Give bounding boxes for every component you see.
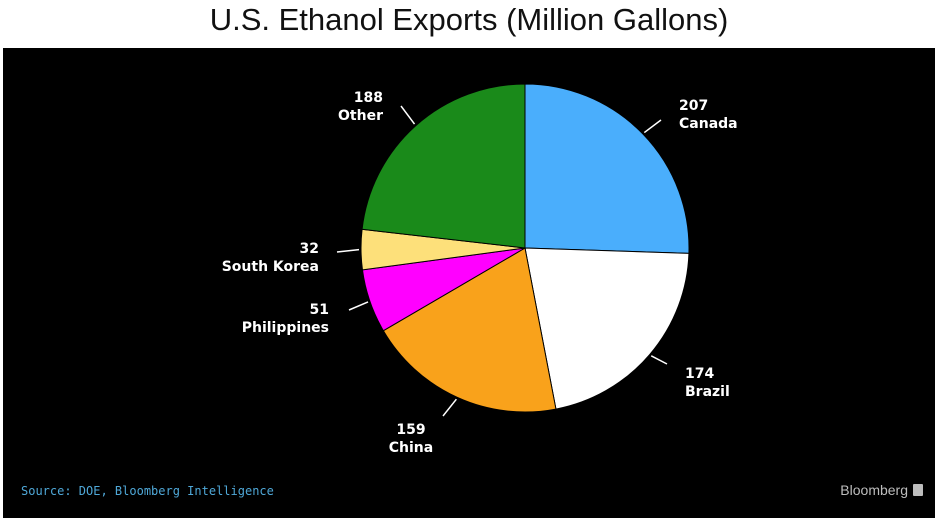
brand-logo: Bloomberg xyxy=(840,482,923,498)
data-label-name-philippines: Philippines xyxy=(242,320,329,336)
pie-chart: 207 Canada 174 Brazil 159 China 51 Philippines 3… xyxy=(222,83,738,456)
pie-slice-china xyxy=(382,247,557,413)
data-label-value-china: 159 xyxy=(396,422,425,438)
data-label-name-canada: Canada xyxy=(679,116,738,132)
data-label-value-south-korea: 32 xyxy=(300,241,319,257)
chart-title: U.S. Ethanol Exports (Million Gallons) xyxy=(209,2,729,37)
source-note: Source: DOE, Bloomberg Intelligence xyxy=(21,484,274,498)
leader-line-brazil xyxy=(650,355,668,365)
leader-line-south-korea xyxy=(336,248,360,253)
brand-text: Bloomberg xyxy=(840,482,908,498)
chart-panel: 207 Canada 174 Brazil 159 China 51 Philippines 3… xyxy=(3,48,935,518)
bloomberg-mark-icon xyxy=(913,484,923,496)
pie-slice-brazil xyxy=(524,247,690,410)
leader-line-canada xyxy=(643,119,662,134)
leader-line-philippines xyxy=(348,301,369,311)
data-label-name-other: Other xyxy=(338,108,383,124)
data-label-value-canada: 207 xyxy=(679,98,708,114)
data-label-value-other: 188 xyxy=(354,90,383,106)
pie-slice-other xyxy=(361,83,526,249)
leader-line-other xyxy=(400,105,416,125)
data-label-name-brazil: Brazil xyxy=(685,384,730,400)
data-label-name-china: China xyxy=(389,440,433,456)
pie-slice-canada xyxy=(524,83,690,254)
data-label-value-brazil: 174 xyxy=(685,366,714,382)
data-label-name-south-korea: South Korea xyxy=(222,259,319,275)
leader-line-china xyxy=(442,398,457,417)
data-label-value-philippines: 51 xyxy=(310,302,329,318)
